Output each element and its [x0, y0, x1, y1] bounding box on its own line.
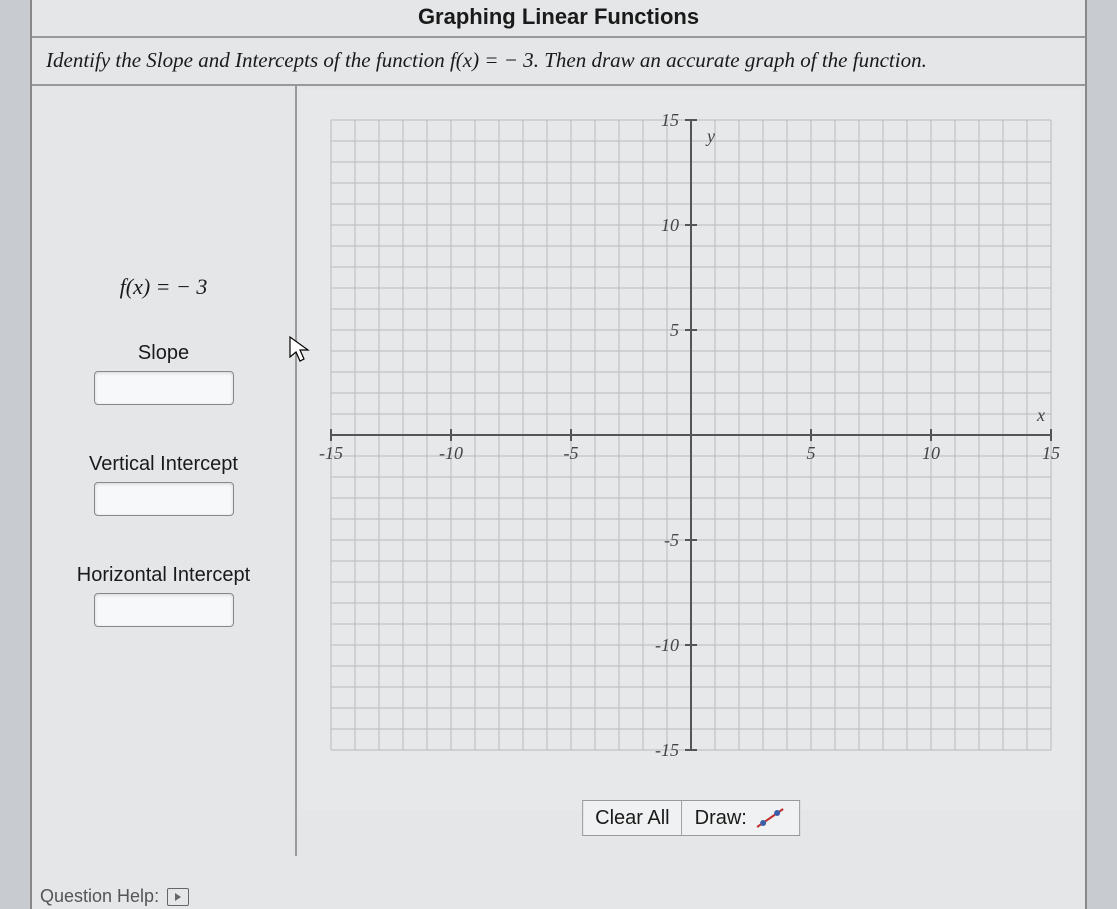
function-display: f(x) = − 3 [46, 274, 281, 300]
horizontal-intercept-input[interactable] [94, 593, 234, 627]
slope-label: Slope [46, 342, 281, 365]
inputs-panel: f(x) = − 3 Slope Vertical Intercept Hori… [32, 86, 297, 856]
svg-text:-15: -15 [655, 740, 679, 760]
draw-button[interactable]: Draw: [683, 800, 800, 836]
svg-text:-10: -10 [655, 635, 679, 655]
svg-text:15: 15 [661, 110, 679, 130]
instr-func-lhs: f(x) = [450, 48, 504, 72]
svg-text:-15: -15 [319, 443, 343, 463]
slope-input[interactable] [94, 371, 234, 405]
instructions-text: Identify the Slope and Intercepts of the… [32, 38, 1085, 86]
svg-text:-5: -5 [664, 530, 679, 550]
instr-func-rhs: − 3 [504, 48, 534, 72]
graph-panel: -15 -10 -5 5 10 15 15 10 5 -5 -10 -15 x y Clear All D… [297, 86, 1085, 856]
svg-text:10: 10 [922, 443, 940, 463]
vertical-intercept-label: Vertical Intercept [46, 453, 281, 476]
question-help-row: Question Help: [40, 886, 189, 907]
svg-text:y: y [705, 126, 715, 146]
vertical-intercept-group: Vertical Intercept [46, 453, 281, 522]
svg-text:5: 5 [807, 443, 816, 463]
instr-suffix: . Then draw an accurate graph of the fun… [534, 48, 927, 72]
horizontal-intercept-label: Horizontal Intercept [46, 564, 281, 587]
graph-controls: Clear All Draw: [582, 800, 800, 836]
main-row: f(x) = − 3 Slope Vertical Intercept Hori… [32, 86, 1085, 856]
horizontal-intercept-group: Horizontal Intercept [46, 564, 281, 633]
svg-text:10: 10 [661, 215, 679, 235]
coordinate-grid[interactable]: -15 -10 -5 5 10 15 15 10 5 -5 -10 -15 x y [301, 90, 1081, 810]
page-title: Graphing Linear Functions [32, 0, 1085, 38]
svg-text:-5: -5 [564, 443, 579, 463]
vertical-intercept-input[interactable] [94, 482, 234, 516]
svg-text:15: 15 [1042, 443, 1060, 463]
svg-text:5: 5 [670, 320, 679, 340]
instr-prefix: Identify the Slope and Intercepts of the… [46, 48, 450, 72]
svg-text:-10: -10 [439, 443, 463, 463]
worksheet-page: Graphing Linear Functions Identify the S… [30, 0, 1087, 909]
clear-all-button[interactable]: Clear All [582, 800, 682, 836]
slope-group: Slope [46, 342, 281, 411]
line-tool-icon [753, 805, 787, 831]
svg-text:x: x [1036, 405, 1045, 425]
video-icon[interactable] [167, 888, 189, 906]
question-help-label: Question Help: [40, 886, 159, 907]
